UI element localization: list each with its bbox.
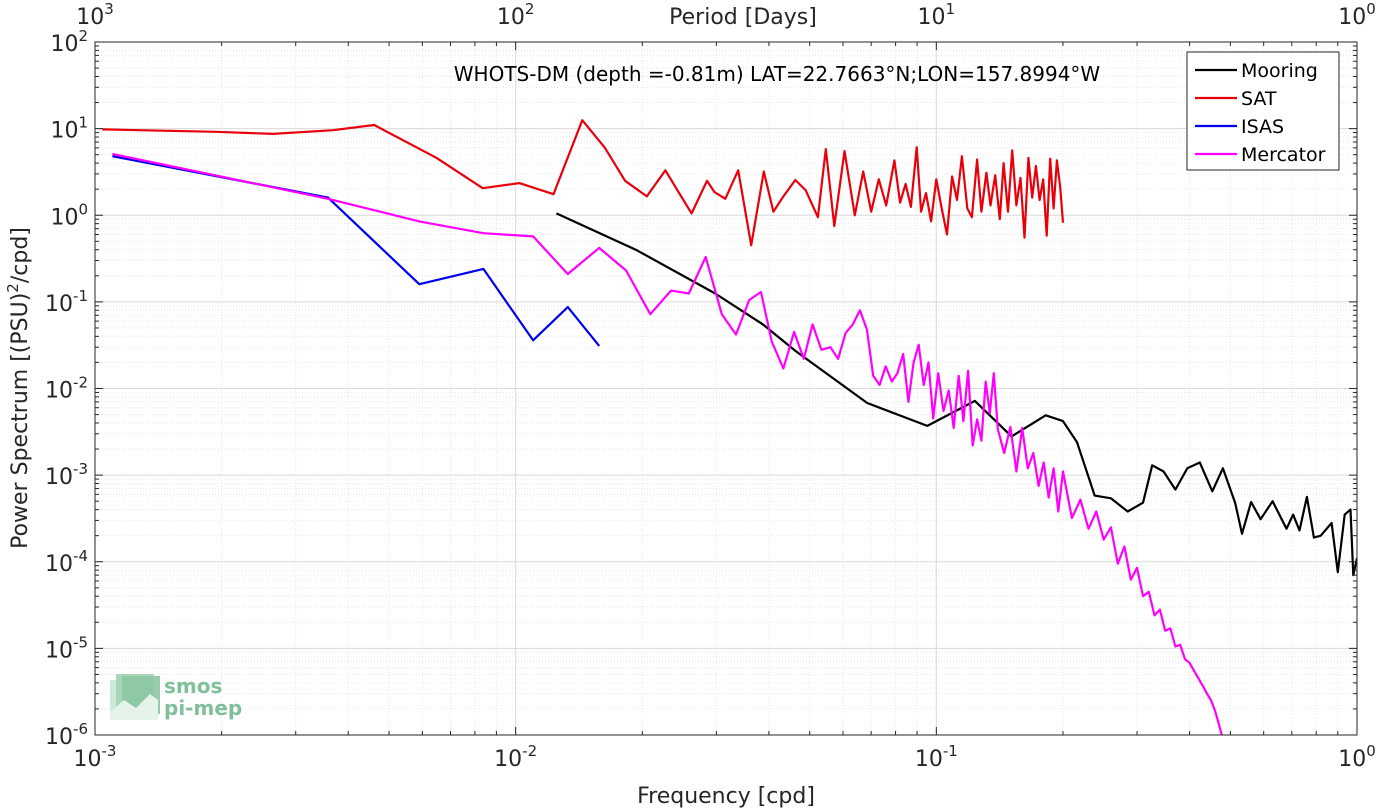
major-grid	[94, 41, 1358, 736]
y-tick-labels: 10-6 10-5 10-4 10-3 10-2 10-1 100 101 102	[45, 27, 88, 750]
y-axis-label-main: Power Spectrum [(PSU)	[8, 293, 33, 549]
series-layer	[102, 119, 1357, 735]
legend-entry: SAT	[1241, 88, 1277, 110]
y-tick-label: 10-1	[45, 287, 88, 317]
logo-text-smos: smos	[164, 674, 222, 698]
legend-entry: Mercator	[1241, 144, 1326, 166]
top-tick-label: 102	[497, 0, 535, 30]
series-line-isas	[112, 155, 601, 347]
top-tick-label: 101	[918, 0, 956, 30]
y-axis-label-tail: /cpd]	[8, 227, 33, 283]
series-line-sat	[102, 119, 1065, 247]
y-tick-label: 102	[50, 27, 88, 57]
legend: Mooring SAT ISAS Mercator	[1186, 51, 1340, 171]
x-tick-labels: 10-3 10-2 10-1 100	[74, 742, 1376, 772]
smos-pi-mep-logo: smos pi-mep	[110, 674, 242, 720]
legend-entry: Mooring	[1241, 60, 1318, 82]
x-tick-label: 10-3	[74, 742, 117, 772]
y-axis-label-sup: 2	[4, 283, 22, 293]
top-tick-label: 100	[1338, 0, 1376, 30]
logo-text-pimep: pi-mep	[164, 696, 242, 720]
x-axis-label: Frequency [cpd]	[637, 784, 815, 809]
x-tick-label: 10-2	[494, 742, 537, 772]
x-tick-label: 100	[1338, 742, 1376, 772]
y-tick-label: 10-3	[45, 460, 88, 490]
top-axis-label: Period [Days]	[669, 5, 817, 30]
y-tick-label: 10-6	[45, 720, 88, 750]
tick-marks	[94, 41, 1358, 736]
series-line-mercator	[112, 152, 1223, 735]
legend-box	[1186, 51, 1340, 171]
y-tick-label: 10-5	[45, 633, 88, 663]
logo-mark-icon	[110, 674, 160, 720]
y-tick-label: 10-2	[45, 374, 88, 404]
y-tick-label: 10-4	[45, 547, 88, 577]
x-tick-label: 10-1	[915, 742, 958, 772]
top-tick-labels: 103 102 101 100	[76, 0, 1376, 30]
y-axis-label: Power Spectrum [(PSU)2/cpd]	[4, 227, 33, 549]
chart-title: WHOTS-DM (depth =-0.81m) LAT=22.7663°N;L…	[454, 62, 1101, 86]
top-tick-label: 103	[76, 0, 114, 30]
y-tick-label: 100	[50, 200, 88, 230]
legend-entry: ISAS	[1241, 116, 1284, 138]
y-tick-label: 101	[50, 114, 88, 144]
